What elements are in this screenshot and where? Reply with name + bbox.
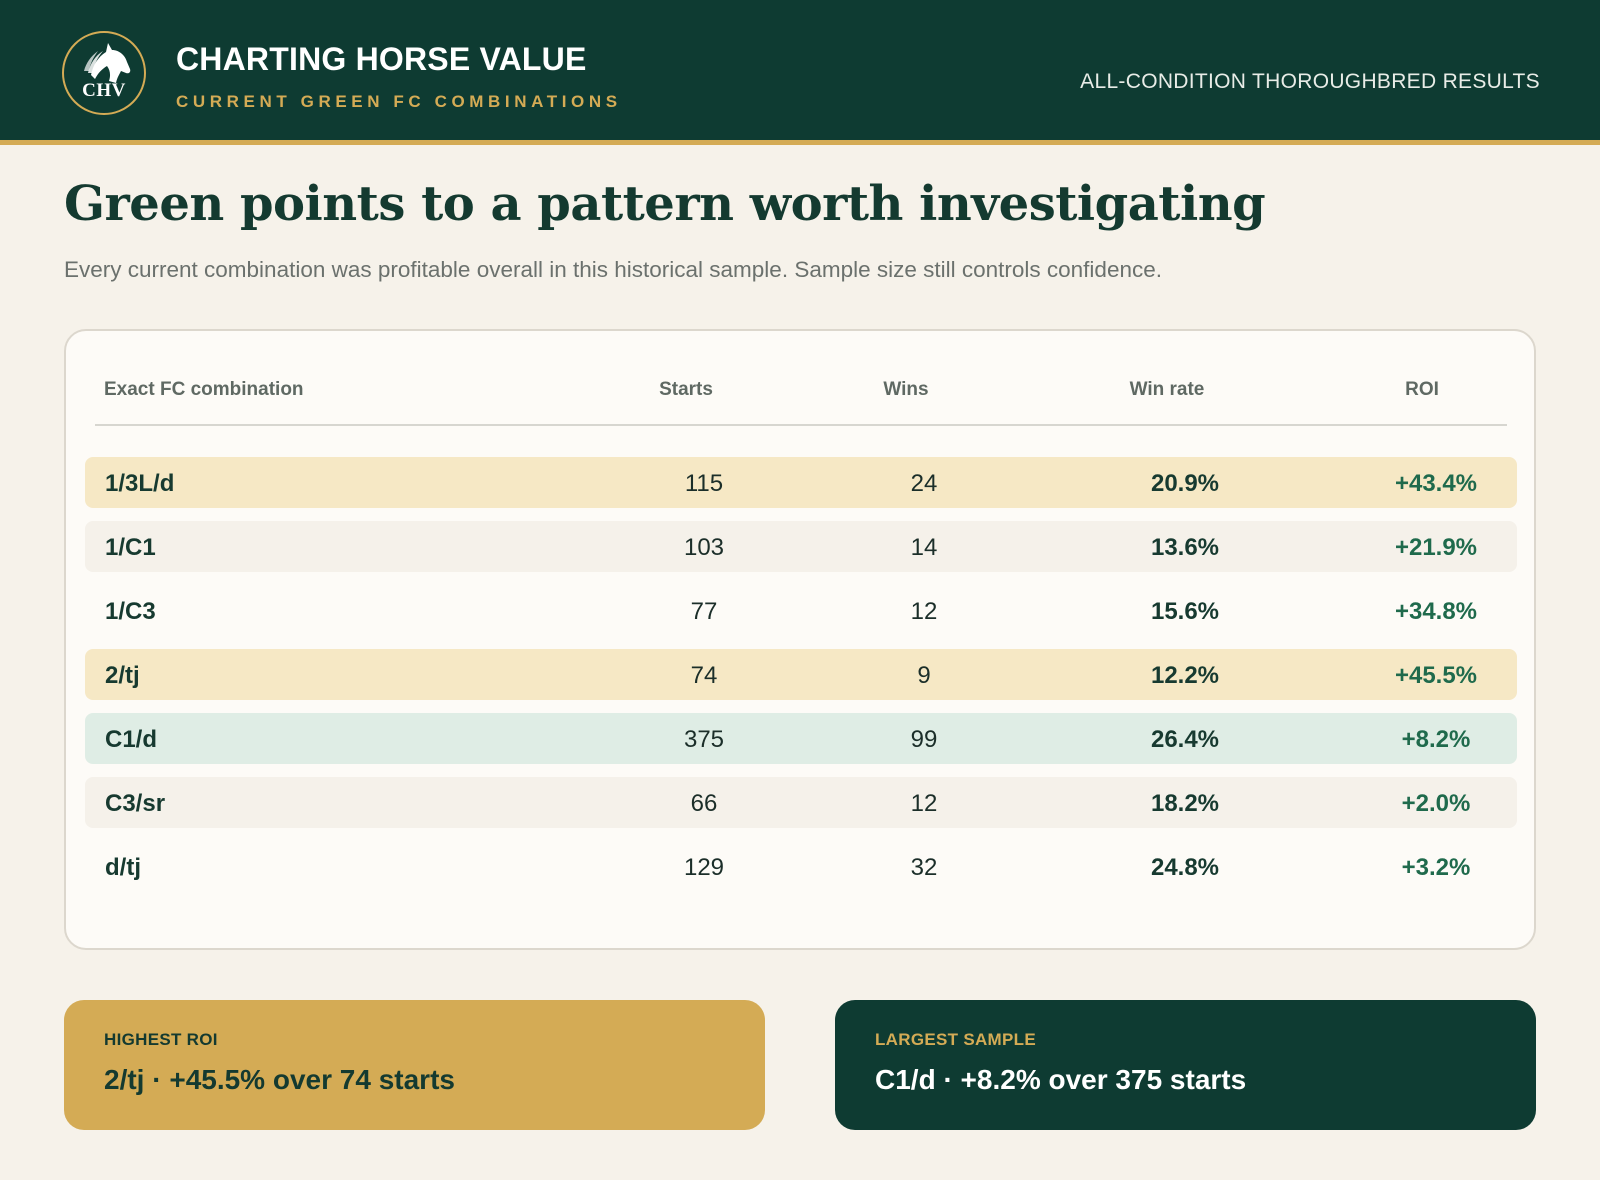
cell-win-rate: 18.2% — [1150, 790, 1220, 817]
cell-roi: +2.0% — [1401, 790, 1471, 817]
column-header-wins: Wins — [883, 379, 929, 400]
results-table-card: Exact FC combination Starts Wins Win rat… — [64, 329, 1536, 950]
largest-sample-card: LARGEST SAMPLE C1/d · +8.2% over 375 sta… — [835, 1000, 1536, 1130]
table-row[interactable]: C3/sr 66 12 18.2% +2.0% — [85, 777, 1517, 828]
cell-combination: C1/d — [105, 726, 158, 753]
cell-wins: 12 — [910, 598, 938, 625]
cell-starts: 129 — [683, 854, 725, 881]
page-title: Green points to a pattern worth investig… — [64, 176, 1266, 232]
cell-combination: d/tj — [105, 854, 141, 881]
cell-wins: 99 — [910, 726, 938, 753]
cell-combination: C3/sr — [105, 790, 166, 817]
cell-win-rate: 24.8% — [1150, 854, 1220, 881]
cell-wins: 24 — [910, 470, 938, 497]
table-row[interactable]: C1/d 375 99 26.4% +8.2% — [85, 713, 1517, 764]
header-divider — [95, 424, 1507, 426]
cell-roi: +3.2% — [1401, 854, 1471, 881]
brand-logo[interactable]: CHV — [62, 31, 146, 115]
cell-wins: 9 — [917, 662, 931, 689]
largest-sample-value: C1/d · +8.2% over 375 starts — [875, 1064, 1247, 1095]
logo-text: CHV — [82, 80, 126, 101]
brand-title: CHARTING HORSE VALUE — [176, 41, 587, 77]
cell-wins: 14 — [910, 534, 938, 561]
highest-roi-label: HIGHEST ROI — [104, 1030, 218, 1049]
column-header-combination: Exact FC combination — [104, 379, 304, 400]
cell-combination: 2/tj — [105, 662, 140, 689]
column-header-win-rate: Win rate — [1129, 379, 1205, 400]
column-header-starts: Starts — [659, 379, 713, 400]
table-row[interactable]: 1/3L/d 115 24 20.9% +43.4% — [85, 457, 1517, 508]
cell-roi: +43.4% — [1394, 470, 1478, 497]
horse-head-icon — [84, 43, 131, 83]
table-row[interactable]: 1/C1 103 14 13.6% +21.9% — [85, 521, 1517, 572]
cell-combination: 1/C1 — [105, 534, 156, 561]
cell-win-rate: 15.6% — [1150, 598, 1220, 625]
highest-roi-value: 2/tj · +45.5% over 74 starts — [104, 1064, 455, 1095]
brand-subtitle: CURRENT GREEN FC COMBINATIONS — [176, 92, 622, 111]
table-row[interactable]: d/tj 129 32 24.8% +3.2% — [85, 841, 1517, 892]
column-header-roi: ROI — [1405, 379, 1439, 400]
cell-starts: 74 — [690, 662, 718, 689]
cell-starts: 77 — [690, 598, 718, 625]
cell-roi: +34.8% — [1394, 598, 1478, 625]
cell-starts: 115 — [684, 470, 724, 497]
header-right-label: ALL-CONDITION THOROUGHBRED RESULTS — [1080, 70, 1540, 93]
cell-roi: +8.2% — [1401, 726, 1471, 753]
cell-combination: 1/C3 — [105, 598, 156, 625]
cell-combination: 1/3L/d — [105, 470, 175, 497]
cell-starts: 375 — [683, 726, 725, 753]
cell-win-rate: 20.9% — [1150, 470, 1220, 497]
cell-win-rate: 12.2% — [1150, 662, 1220, 689]
largest-sample-label: LARGEST SAMPLE — [875, 1030, 1036, 1049]
cell-win-rate: 13.6% — [1150, 534, 1220, 561]
cell-win-rate: 26.4% — [1150, 726, 1220, 753]
cell-wins: 12 — [910, 790, 938, 817]
cell-wins: 32 — [910, 854, 938, 881]
table-row[interactable]: 1/C3 77 12 15.6% +34.8% — [85, 585, 1517, 636]
header-bar: CHV CHARTING HORSE VALUE CURRENT GREEN F… — [0, 0, 1600, 145]
table-row[interactable]: 2/tj 74 9 12.2% +45.5% — [85, 649, 1517, 700]
cell-starts: 66 — [690, 790, 718, 817]
cell-roi: +21.9% — [1394, 534, 1478, 561]
highest-roi-card: HIGHEST ROI 2/tj · +45.5% over 74 starts — [64, 1000, 765, 1130]
cell-roi: +45.5% — [1394, 662, 1478, 689]
cell-starts: 103 — [683, 534, 725, 561]
page-subtitle: Every current combination was profitable… — [64, 257, 1162, 282]
